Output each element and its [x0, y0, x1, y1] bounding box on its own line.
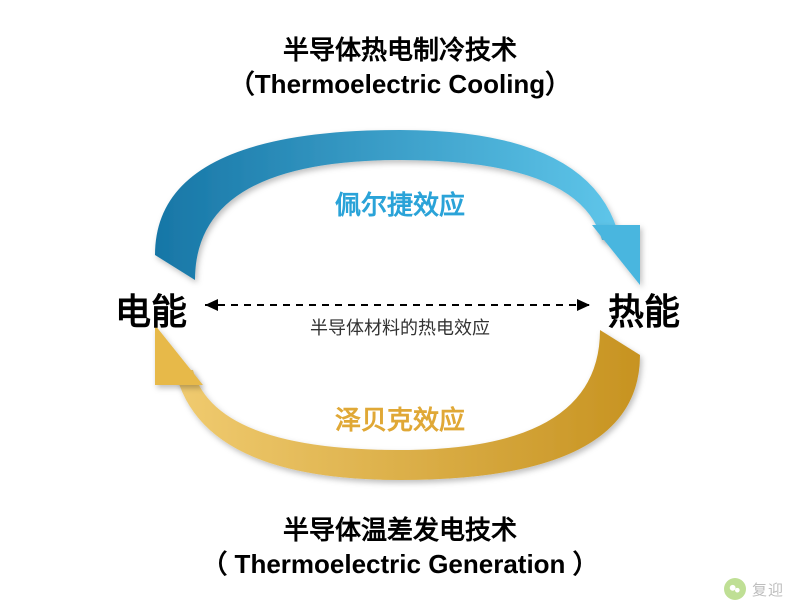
watermark: 复迎 [724, 578, 784, 600]
node-right: 热能 [608, 283, 680, 335]
top-title-en: （Thermoelectric Cooling） [229, 64, 571, 101]
diagram-container: 半导体热电制冷技术 （Thermoelectric Cooling） 佩尔捷效应… [0, 0, 800, 610]
top-arc-arrowhead [592, 225, 640, 285]
middle-label: 半导体材料的热电效应 [310, 314, 490, 340]
top-effect-label: 佩尔捷效应 [335, 185, 465, 222]
node-left: 电能 [115, 283, 187, 335]
bottom-title-cn: 半导体温差发电技术 [283, 510, 517, 547]
top-title-cn: 半导体热电制冷技术 [283, 30, 517, 67]
middle-arrowhead-right [577, 299, 590, 311]
bottom-effect-label: 泽贝克效应 [335, 400, 465, 437]
middle-arrowhead-left [205, 299, 218, 311]
wechat-icon [724, 578, 746, 600]
watermark-text: 复迎 [752, 579, 784, 600]
bottom-title-en: （ Thermoelectric Generation ） [201, 544, 598, 581]
